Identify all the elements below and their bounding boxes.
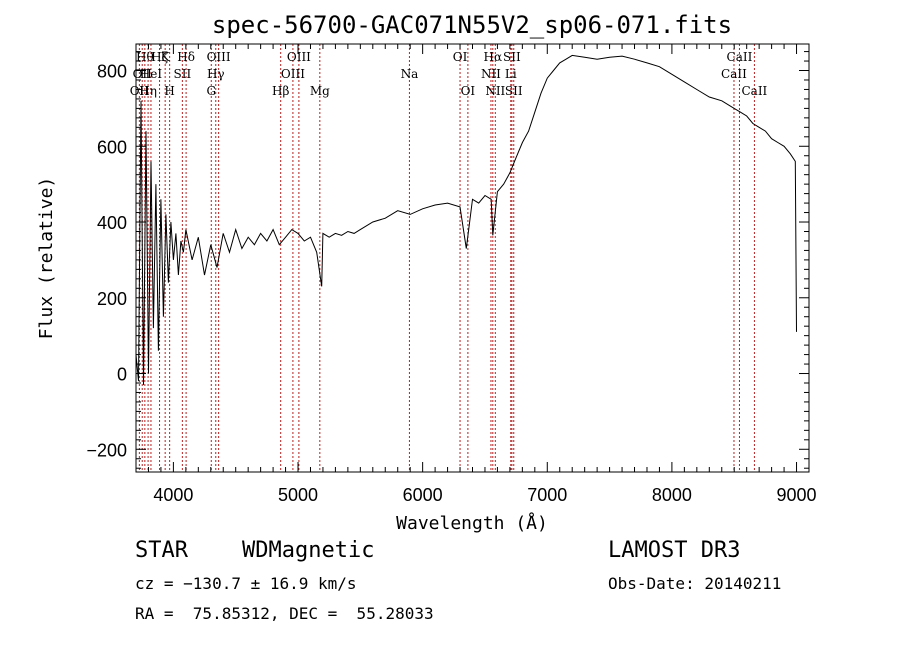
y-tick-label: 0: [117, 365, 127, 385]
y-tick-label: 800: [97, 62, 127, 82]
spectral-line-label: SII: [174, 67, 192, 81]
spectral-line-label: OI: [461, 84, 476, 98]
spectral-line-label: H: [164, 84, 174, 98]
x-tick-label: 5000: [278, 485, 318, 505]
spectral-line-label: Hη: [139, 84, 157, 98]
spectral-line-label: Hβ: [272, 84, 289, 98]
ra-dec-coordinates: RA = 75.85312, DEC = 55.28033: [135, 604, 434, 623]
spectral-line-label: K: [161, 50, 171, 64]
spectral-line-label: OII: [130, 84, 150, 98]
x-tick-label: 6000: [403, 485, 443, 505]
spectral-line-label: HeI: [140, 67, 163, 81]
object-subclass: WDMagnetic: [242, 538, 375, 563]
spectral-line-label: SII: [503, 50, 521, 64]
spectral-line-label: Na: [401, 67, 419, 81]
spectral-line-label: G: [206, 84, 216, 98]
y-tick-label: −200: [86, 440, 127, 460]
spectral-line-label: Li: [505, 67, 517, 81]
spectral-line-label: OIII: [207, 50, 231, 64]
survey-name: LAMOST DR3: [608, 538, 741, 563]
spectral-line-label: NII: [481, 67, 501, 81]
x-axis-ticks: 4000 5000 6000 7000 8000 9000: [135, 44, 817, 505]
spectral-line-label: Hζ: [151, 50, 168, 64]
chart-title: spec-56700-GAC071N55V2_sp06-071.fits: [212, 11, 732, 39]
plot-frame: [135, 43, 810, 473]
spectral-line-label: CaII: [741, 84, 767, 98]
spectrum-series-line: [135, 54, 797, 385]
spectral-line-label: SII: [505, 84, 523, 98]
object-class: STAR: [135, 538, 188, 563]
y-axis-label: Flux (relative): [36, 177, 57, 340]
x-tick-label: 8000: [652, 485, 692, 505]
spectral-line-label: OIII: [287, 50, 311, 64]
observation-date: Obs-Date: 20140211: [608, 574, 782, 593]
x-axis-label: Wavelength (Å): [396, 512, 548, 534]
spectral-line-label: NII: [485, 84, 505, 98]
y-axis-ticks: −200 0 200 400 600 800: [86, 51, 809, 469]
spectral-line-label: OIII: [281, 67, 305, 81]
y-tick-label: 600: [97, 137, 127, 157]
y-tick-label: 200: [97, 289, 127, 309]
spectral-line-label: Hα: [484, 50, 503, 64]
spectral-line-label: Hθ: [136, 50, 154, 64]
spectral-line-markers: [138, 44, 755, 472]
spectral-line-label: OI: [453, 50, 468, 64]
spectral-line-label: CaII: [727, 50, 753, 64]
y-tick-label: 400: [97, 213, 127, 233]
x-tick-label: 4000: [153, 485, 193, 505]
spectral-line-label: CaII: [721, 67, 747, 81]
redshift-velocity: cz = −130.7 ± 16.9 km/s: [135, 574, 357, 593]
x-tick-label: 7000: [527, 485, 567, 505]
x-tick-label: 9000: [777, 485, 817, 505]
spectral-line-label: Mg: [310, 84, 330, 98]
spectral-line-label: Hδ: [177, 50, 195, 64]
spectral-line-label: Hγ: [207, 67, 225, 81]
